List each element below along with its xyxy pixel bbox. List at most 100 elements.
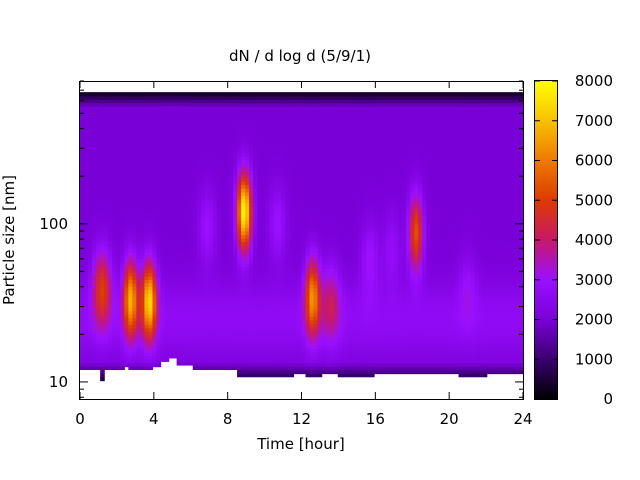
heatmap-cell xyxy=(156,95,162,100)
heatmap-cell xyxy=(144,133,150,138)
heatmap-cell xyxy=(216,365,222,371)
heatmap-cell xyxy=(277,365,282,371)
heatmap-cell xyxy=(88,355,93,360)
heatmap-cell xyxy=(208,220,214,225)
heatmap-cell xyxy=(124,273,129,279)
heatmap-cell xyxy=(164,196,170,201)
heatmap-cell xyxy=(289,259,295,264)
heatmap-cell xyxy=(156,229,162,234)
heatmap-cell xyxy=(249,319,254,324)
heatmap-cell xyxy=(100,322,105,328)
heatmap-cell xyxy=(160,186,166,191)
heatmap-cell xyxy=(289,195,295,200)
heatmap-cell xyxy=(317,309,323,314)
heatmap-cell xyxy=(132,348,137,353)
heatmap-cell xyxy=(233,303,238,308)
heatmap-cell xyxy=(204,362,210,367)
heatmap-cell xyxy=(277,205,282,211)
heatmap-cell xyxy=(156,246,162,251)
heatmap-cell xyxy=(325,144,331,150)
heatmap-cell xyxy=(168,354,174,359)
heatmap-cell xyxy=(140,158,146,163)
heatmap-cell xyxy=(96,234,101,239)
heatmap-cell xyxy=(168,301,174,306)
heatmap-cell xyxy=(241,202,246,207)
heatmap-cell xyxy=(249,213,254,218)
heatmap-cell xyxy=(237,277,242,282)
heatmap-cell xyxy=(184,272,190,277)
heatmap-cell xyxy=(329,310,335,315)
heatmap-cell xyxy=(212,227,218,232)
heatmap-cell xyxy=(301,130,307,135)
heatmap-cell xyxy=(229,293,234,298)
heatmap-cell xyxy=(224,355,230,360)
heatmap-cell xyxy=(144,313,150,319)
heatmap-cell xyxy=(100,344,105,349)
heatmap-cell xyxy=(136,310,142,315)
heatmap-cell xyxy=(245,149,250,154)
heatmap-cell xyxy=(128,234,133,239)
heatmap-cell xyxy=(200,209,206,215)
heatmap-cell xyxy=(313,138,319,143)
heatmap-cell xyxy=(208,365,214,371)
heatmap-cell xyxy=(309,277,315,282)
heatmap-cell xyxy=(285,234,291,239)
heatmap-cell xyxy=(120,206,125,211)
heatmap-cell xyxy=(204,348,210,353)
heatmap-cell xyxy=(289,358,295,364)
heatmap-cell xyxy=(301,106,307,111)
heatmap-cell xyxy=(112,362,117,367)
heatmap-cell xyxy=(208,154,214,159)
heatmap-cell xyxy=(325,148,331,153)
heatmap-cell xyxy=(261,106,266,111)
heatmap-cell xyxy=(80,348,85,353)
heatmap-cell xyxy=(220,116,226,121)
heatmap-cell xyxy=(301,169,307,174)
heatmap-cell xyxy=(212,255,218,260)
heatmap-cell xyxy=(180,347,186,352)
heatmap-cell xyxy=(200,99,206,104)
heatmap-cell xyxy=(249,120,254,125)
heatmap-cell xyxy=(188,139,194,144)
heatmap-cell xyxy=(277,312,282,317)
heatmap-cell xyxy=(216,109,222,114)
heatmap-cell xyxy=(233,230,238,235)
heatmap-cell xyxy=(301,141,307,146)
heatmap-cell xyxy=(216,189,222,194)
heatmap-cell xyxy=(192,313,198,319)
heatmap-cell xyxy=(80,230,85,235)
heatmap-cell xyxy=(281,273,286,278)
heatmap-cell xyxy=(273,173,278,179)
heatmap-cell xyxy=(172,145,178,150)
heatmap-cell xyxy=(293,246,299,252)
heatmap-cell xyxy=(309,124,315,129)
heatmap-cell xyxy=(289,266,295,271)
heatmap-cell xyxy=(241,113,246,118)
heatmap-cell xyxy=(184,361,190,366)
heatmap-cell xyxy=(200,230,206,235)
heatmap-cell xyxy=(317,358,323,364)
heatmap-cell xyxy=(112,185,117,190)
heatmap-cell xyxy=(229,234,234,239)
heatmap-cell xyxy=(277,170,282,175)
heatmap-cell xyxy=(80,209,85,215)
heatmap-cell xyxy=(168,311,174,316)
heatmap-cell xyxy=(116,258,121,263)
heatmap-cell xyxy=(285,166,291,171)
heatmap-cell xyxy=(208,164,214,170)
heatmap-cell xyxy=(293,313,299,318)
heatmap-cell xyxy=(305,237,311,243)
heatmap-cell xyxy=(233,341,238,346)
heatmap-cell xyxy=(128,140,133,145)
heatmap-cell xyxy=(184,320,190,325)
heatmap-cell xyxy=(204,324,210,329)
heatmap-cell xyxy=(132,279,137,284)
heatmap-cell xyxy=(309,291,315,296)
heatmap-cell xyxy=(224,140,230,145)
heatmap-cell xyxy=(180,231,186,236)
heatmap-cell xyxy=(241,152,246,157)
heatmap-cell xyxy=(313,284,319,289)
heatmap-cell xyxy=(309,95,315,100)
heatmap-cell xyxy=(92,213,97,218)
heatmap-cell xyxy=(120,189,125,194)
